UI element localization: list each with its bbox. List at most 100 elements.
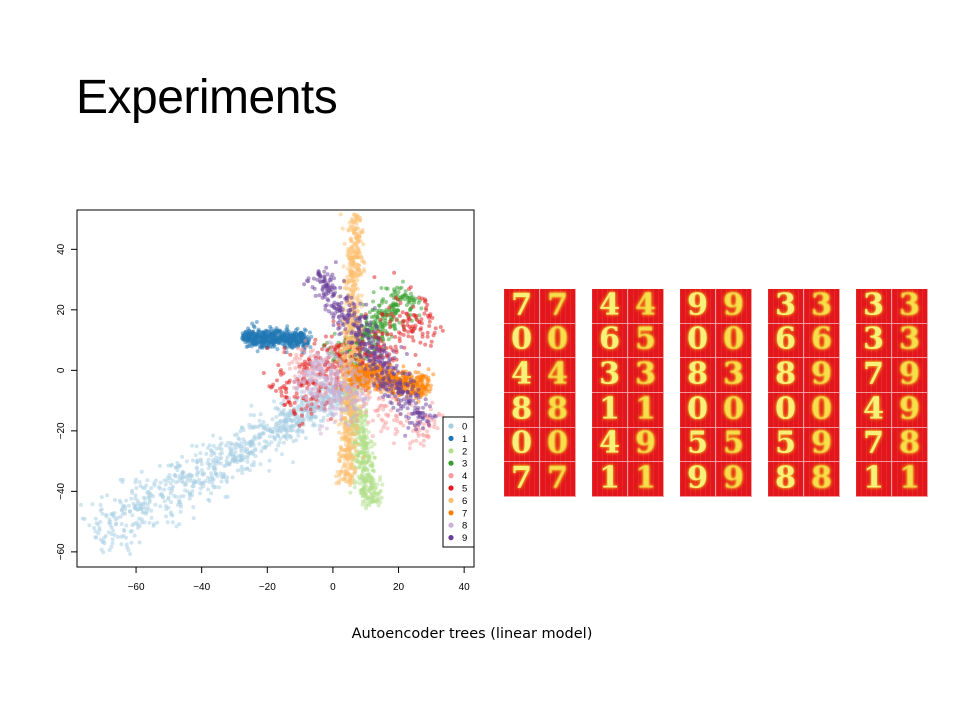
point (363, 367, 367, 372)
digit-glyph: 1 (635, 392, 656, 427)
point (300, 421, 305, 426)
point (353, 353, 358, 357)
point (209, 474, 214, 479)
point (372, 481, 377, 486)
point (357, 366, 362, 371)
point (370, 451, 375, 456)
reconstructed-digit: 5 (716, 427, 752, 463)
point (355, 337, 360, 342)
point (174, 524, 179, 529)
point (207, 463, 212, 468)
point (283, 412, 288, 416)
plot-frame (76, 209, 475, 568)
point (333, 260, 338, 265)
point (313, 337, 318, 342)
point (342, 477, 347, 481)
point (170, 478, 175, 483)
point (346, 466, 351, 471)
point (375, 314, 380, 319)
point (253, 437, 258, 442)
point (416, 406, 421, 410)
point (337, 325, 342, 330)
point (332, 359, 337, 364)
point (356, 267, 361, 272)
point (352, 446, 357, 451)
point (128, 529, 133, 534)
point (395, 285, 400, 290)
point (421, 438, 426, 443)
point (395, 419, 400, 424)
point (401, 332, 406, 337)
point (407, 371, 412, 376)
digit-glyph: 9 (811, 358, 832, 392)
point (180, 479, 184, 484)
point (351, 424, 356, 429)
point (128, 552, 133, 556)
point (376, 335, 380, 340)
point (276, 443, 281, 448)
point (344, 350, 349, 355)
point (96, 522, 101, 527)
point (183, 488, 187, 493)
legend-label-7: 7 (462, 508, 467, 519)
point (278, 386, 282, 391)
digit-glyph: 4 (599, 289, 620, 323)
point (322, 275, 327, 280)
point (100, 540, 105, 544)
point (124, 523, 129, 528)
point (235, 468, 240, 473)
point (395, 429, 400, 434)
point (392, 270, 397, 275)
point (323, 392, 328, 397)
point (297, 429, 302, 434)
point (345, 407, 350, 412)
point (136, 501, 141, 506)
point (419, 393, 424, 398)
point (337, 390, 342, 395)
point (290, 419, 295, 424)
point (275, 337, 280, 342)
point (245, 459, 250, 464)
point (313, 391, 317, 396)
legend-marker-9 (448, 535, 454, 541)
point (425, 429, 430, 434)
point (139, 469, 144, 474)
point (314, 402, 319, 407)
point (151, 494, 156, 499)
point (375, 372, 380, 377)
point (395, 369, 400, 374)
point (267, 434, 272, 439)
point (379, 371, 384, 376)
point (353, 282, 358, 287)
point (308, 391, 313, 396)
point (262, 339, 267, 344)
point (380, 312, 385, 317)
point (97, 526, 102, 530)
point (417, 410, 422, 415)
point (368, 500, 373, 505)
point (168, 510, 173, 515)
point (376, 408, 381, 413)
point (312, 409, 317, 414)
point (360, 422, 365, 427)
point (288, 403, 293, 408)
point (107, 520, 111, 525)
point (401, 279, 405, 284)
point (99, 495, 104, 500)
point (428, 343, 433, 348)
point (194, 444, 199, 449)
x-tick-label: 40 (459, 582, 471, 593)
point (344, 396, 349, 401)
point (355, 459, 360, 464)
point (204, 451, 209, 456)
point (291, 408, 296, 413)
point (287, 396, 292, 401)
point (318, 275, 323, 280)
point (341, 323, 346, 328)
point (241, 437, 246, 442)
original-digit: 3 (856, 289, 892, 324)
digit-glyph: 8 (687, 358, 708, 392)
point (365, 397, 370, 402)
y-tick-label: 0 (56, 367, 67, 373)
point (350, 480, 355, 485)
